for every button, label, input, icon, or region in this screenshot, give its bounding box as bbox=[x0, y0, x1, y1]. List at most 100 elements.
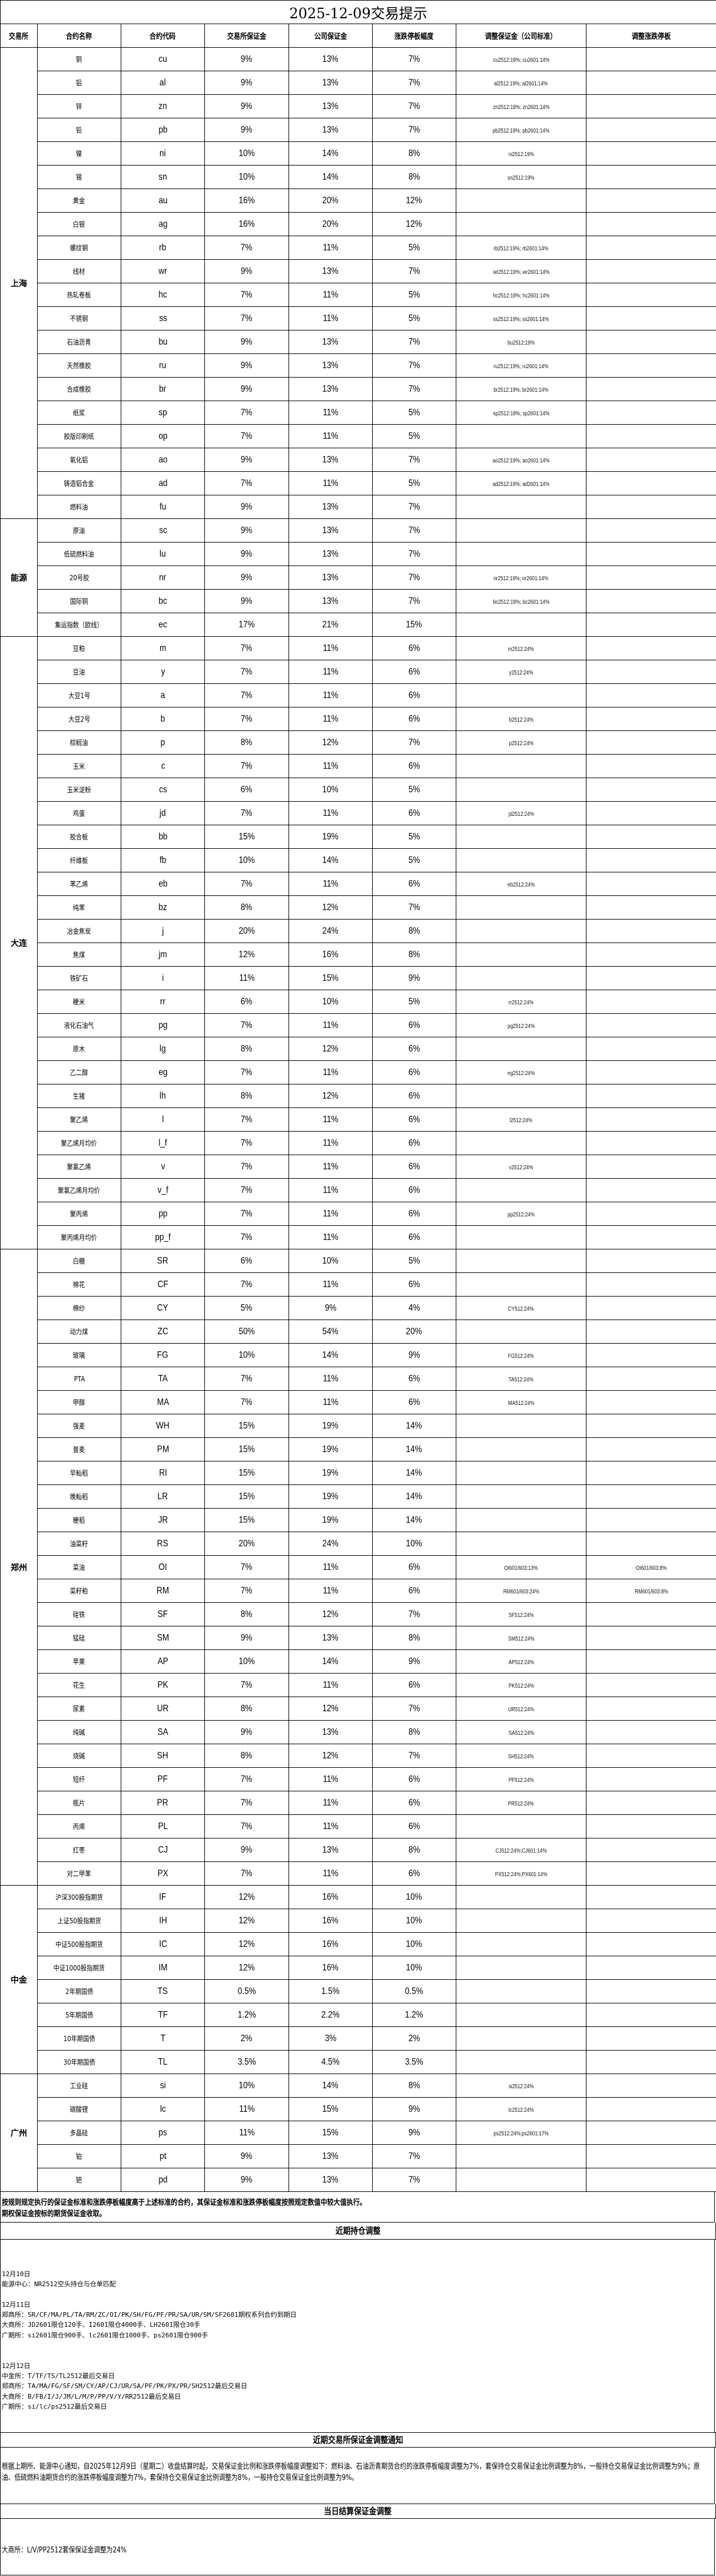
adjusted-limit-cell bbox=[586, 1697, 716, 1721]
price-limit: 7% bbox=[408, 1750, 420, 1761]
contract-name-cell: 沪深300股指期货 bbox=[37, 1885, 121, 1909]
price-limit: 5% bbox=[408, 784, 420, 795]
price-limit-cell: 7% bbox=[372, 47, 456, 71]
table-row: 胶版印刷纸 op 7% 11% 5% bbox=[1, 424, 716, 448]
price-limit-cell: 8% bbox=[372, 919, 456, 943]
position-line: 大商所：JD2601限仓120手、I2601限仓4000手、LH2601限仓30… bbox=[2, 2321, 201, 2329]
company-margin-cell: 15% bbox=[289, 2121, 373, 2145]
contract-name: 5年期国债 bbox=[65, 2010, 94, 2019]
contract-code-cell: pt bbox=[121, 2144, 205, 2168]
exchange-margin-cell: 7% bbox=[204, 707, 289, 731]
contract-code: SM bbox=[157, 1632, 169, 1643]
adjusted-margin-cell: pp2512:24% bbox=[456, 1202, 586, 1226]
company-margin-cell: 11% bbox=[289, 636, 373, 660]
contract-name: 合成橡胶 bbox=[67, 385, 91, 393]
contract-name: 烧碱 bbox=[73, 1751, 85, 1760]
contract-name-cell: 花生 bbox=[37, 1673, 121, 1697]
position-line: 广期所：si/lc/ps2512最后交易日 bbox=[2, 2402, 107, 2410]
adjusted-margin-cell: SH512:24% bbox=[456, 1744, 586, 1768]
contract-name-cell: 甲醇 bbox=[37, 1390, 121, 1414]
exchange-margin: 10% bbox=[238, 171, 255, 182]
contract-name: 白银 bbox=[73, 220, 85, 229]
price-limit: 3.5% bbox=[405, 2056, 423, 2067]
positions-body: 12月10日 能源中心：NR2512空头持仓与仓单匹配 12月11日 郑商所：SR/C… bbox=[0, 2240, 715, 2433]
company-margin-cell: 14% bbox=[289, 1343, 373, 1367]
price-limit: 7% bbox=[408, 737, 420, 748]
exchange-label: 大连 bbox=[11, 938, 27, 948]
adjusted-limit-cell bbox=[586, 990, 716, 1014]
table-row: 甲醇 MA 7% 11% 6% MA512:24% bbox=[1, 1390, 716, 1414]
company-margin-cell: 19% bbox=[289, 1437, 373, 1461]
contract-code: PR bbox=[157, 1797, 168, 1808]
exchange-margin-cell: 9% bbox=[204, 566, 289, 590]
company-margin: 13% bbox=[322, 548, 339, 559]
adjusted-margin-cell bbox=[456, 2144, 586, 2168]
price-limit-cell: 7% bbox=[372, 353, 456, 378]
adjusted-limit-cell bbox=[586, 1131, 716, 1155]
exchange-margin: 7% bbox=[241, 760, 253, 771]
price-limit-cell: 5% bbox=[372, 401, 456, 425]
adjusted-margin-cell: pb2512:19%; pb2601:14% bbox=[456, 118, 586, 142]
header-contract-code: 合约代码 bbox=[121, 24, 205, 48]
adjusted-limit-cell bbox=[586, 1155, 716, 1179]
contract-code-cell: CJ bbox=[121, 1838, 205, 1862]
adjusted-margin-cell bbox=[456, 1131, 586, 1155]
contract-name: 早籼稻 bbox=[70, 1469, 88, 1477]
adjusted-margin: ad2512:19%; ad2601:14% bbox=[492, 481, 550, 488]
price-limit: 14% bbox=[406, 1444, 423, 1454]
contract-code-cell: FG bbox=[121, 1343, 205, 1367]
exchange-margin-cell: 7% bbox=[204, 1131, 289, 1155]
adjusted-margin-cell bbox=[456, 943, 586, 967]
contract-code-cell: cs bbox=[121, 778, 205, 802]
contract-name-cell: 5年期国债 bbox=[37, 2003, 121, 2027]
contract-name: 热轧卷板 bbox=[67, 290, 91, 299]
exchange-margin-cell: 7% bbox=[204, 424, 289, 448]
contract-name: 铂 bbox=[76, 2152, 82, 2161]
company-margin: 11% bbox=[323, 1185, 339, 1195]
company-margin: 14% bbox=[322, 2080, 339, 2091]
company-margin-cell: 16% bbox=[289, 1956, 373, 1980]
company-margin: 12% bbox=[322, 1090, 339, 1101]
company-margin-cell: 13% bbox=[289, 71, 373, 95]
price-limit-cell: 5% bbox=[372, 236, 456, 260]
contract-name: 中证500股指期货 bbox=[55, 1940, 103, 1949]
contract-code: cu bbox=[158, 54, 167, 64]
adjusted-margin-cell: ss2512:19%; ss2601:14% bbox=[456, 306, 586, 330]
adjusted-margin: SM512:24% bbox=[508, 1635, 535, 1642]
table-row: 铅 pb 9% 13% 7% pb2512:19%; pb2601:14% bbox=[1, 118, 716, 142]
price-limit: 6% bbox=[408, 1185, 420, 1195]
company-margin: 11% bbox=[323, 690, 339, 700]
exchange-margin-cell: 12% bbox=[204, 1956, 289, 1980]
adjusted-limit-cell bbox=[586, 613, 716, 637]
adjusted-limit-cell bbox=[586, 71, 716, 95]
company-margin-cell: 4.5% bbox=[289, 2050, 373, 2074]
company-margin: 13% bbox=[322, 454, 339, 465]
adjusted-margin-cell bbox=[456, 1532, 586, 1556]
exchange-margin-cell: 9% bbox=[204, 1838, 289, 1862]
contract-name: 白糖 bbox=[73, 1256, 85, 1265]
exchange-margin-cell: 16% bbox=[204, 189, 289, 213]
adjusted-limit-cell bbox=[586, 353, 716, 378]
company-margin-cell: 16% bbox=[289, 1885, 373, 1909]
table-row: 钯 pd 9% 13% 7% bbox=[1, 2168, 716, 2192]
exchange-margin: 50% bbox=[238, 1326, 255, 1337]
company-margin: 15% bbox=[322, 2104, 339, 2114]
company-margin-cell: 11% bbox=[289, 1272, 373, 1297]
company-margin: 15% bbox=[322, 973, 339, 983]
company-margin-cell: 13% bbox=[289, 518, 373, 543]
exchange-margin: 12% bbox=[238, 949, 255, 960]
adjusted-margin-cell bbox=[456, 1225, 586, 1249]
company-margin-cell: 13% bbox=[289, 1626, 373, 1650]
contract-code: m bbox=[159, 643, 167, 653]
price-limit: 9% bbox=[408, 2104, 420, 2114]
exchange-margin-cell: 10% bbox=[204, 1649, 289, 1674]
adjusted-limit-cell bbox=[586, 1060, 716, 1084]
exchange-margin-cell: 7% bbox=[204, 1367, 289, 1391]
contract-code-cell: rr bbox=[121, 990, 205, 1014]
adjusted-limit-cell bbox=[586, 330, 716, 354]
adjusted-margin-cell bbox=[456, 495, 586, 519]
contract-name-cell: 鸡蛋 bbox=[37, 801, 121, 825]
contract-name-cell: 玉米淀粉 bbox=[37, 778, 121, 802]
price-limit: 6% bbox=[408, 1397, 420, 1407]
contract-name-cell: 普麦 bbox=[37, 1437, 121, 1461]
